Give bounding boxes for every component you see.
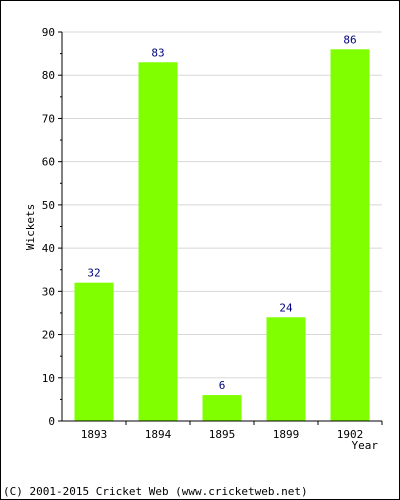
bar — [330, 49, 370, 422]
axes: 0 10 20 30 40 50 60 70 80 90 1893 1894 1895 1899 1902 — [42, 26, 383, 441]
y-tick-label: 60 — [42, 156, 55, 169]
data-label: 24 — [279, 301, 293, 314]
bar — [266, 317, 306, 421]
data-label: 86 — [343, 33, 356, 46]
x-tick-label: 1894 — [145, 428, 172, 441]
x-axis-label: Year — [352, 439, 379, 452]
data-label: 6 — [219, 379, 226, 392]
data-label: 32 — [87, 267, 100, 280]
bars: 32 83 6 24 86 — [74, 33, 370, 422]
grid-lines — [62, 31, 382, 379]
y-tick-label: 90 — [42, 26, 55, 39]
y-tick-label: 10 — [42, 372, 55, 385]
copyright-footer: (C) 2001-2015 Cricket Web (www.cricketwe… — [3, 485, 308, 498]
bar — [74, 282, 114, 421]
data-label: 83 — [151, 46, 164, 59]
y-tick-label: 40 — [42, 242, 55, 255]
y-tick-label: 50 — [42, 199, 55, 212]
y-tick-label: 30 — [42, 285, 55, 298]
x-tick-label: 1899 — [273, 428, 300, 441]
y-axis-label: Wickets — [24, 204, 37, 250]
x-tick-label: 1895 — [209, 428, 236, 441]
y-tick-label: 80 — [42, 69, 55, 82]
bar — [202, 395, 242, 421]
x-tick-label: 1893 — [81, 428, 108, 441]
y-tick-label: 20 — [42, 329, 55, 342]
y-tick-label: 0 — [48, 415, 55, 428]
x-tick-label: 1902 — [337, 428, 364, 441]
y-tick-label: 70 — [42, 112, 55, 125]
bar — [138, 62, 178, 421]
